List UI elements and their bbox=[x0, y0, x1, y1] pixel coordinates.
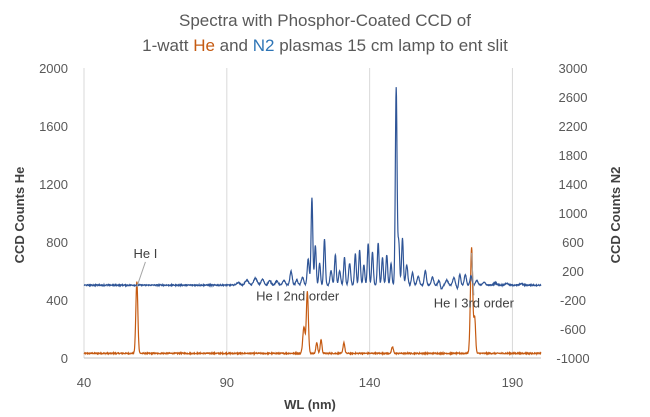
left-y-tick-label: 0 bbox=[61, 351, 68, 366]
left-y-tick-label: 400 bbox=[46, 293, 68, 308]
right-y-tick-label: 600 bbox=[562, 235, 584, 250]
annotation-leader-2 bbox=[471, 252, 475, 296]
x-tick-label: 40 bbox=[77, 375, 91, 390]
right-y-tick-label: 2200 bbox=[559, 119, 588, 134]
left-y-axis-ticks: 0 400 800 1200 1600 2000 bbox=[39, 61, 68, 366]
annotation-label-0: He I bbox=[133, 246, 157, 261]
right-y-tick-label: 2600 bbox=[559, 90, 588, 105]
x-axis-title: WL (nm) bbox=[284, 397, 336, 412]
x-axis-ticks: 40 90 140 190 bbox=[77, 375, 524, 390]
series-lines bbox=[83, 87, 542, 357]
right-y-axis-ticks: -1000 -600 -200 200 600 1000 1400 1800 2200 2600 3… bbox=[556, 61, 589, 366]
x-tick-label: 190 bbox=[502, 375, 524, 390]
chart-title-line1: Spectra with Phosphor-Coated CCD of bbox=[179, 11, 471, 30]
title-part-3: N2 bbox=[253, 36, 275, 55]
title-part-1: He bbox=[193, 36, 215, 55]
left-y-tick-label: 800 bbox=[46, 235, 68, 250]
title-part-0: 1-watt bbox=[142, 36, 193, 55]
x-tick-label: 140 bbox=[359, 375, 381, 390]
left-y-tick-label: 2000 bbox=[39, 61, 68, 76]
chart-title-line2: 1-watt He and N2 plasmas 15 cm lamp to e… bbox=[142, 36, 508, 55]
annotation-label-2: He I 3rd order bbox=[434, 295, 515, 310]
left-y-tick-label: 1600 bbox=[39, 119, 68, 134]
right-y-tick-label: 3000 bbox=[559, 61, 588, 76]
annotation-leader-0 bbox=[136, 261, 146, 288]
annotations: He I He I 2nd order He I 3rd order bbox=[133, 246, 514, 310]
title-part-4: plasmas 15 cm lamp to ent slit bbox=[274, 36, 508, 55]
x-tick-label: 90 bbox=[220, 375, 234, 390]
right-y-tick-label: 1000 bbox=[559, 206, 588, 221]
series-line-n2 bbox=[83, 87, 542, 291]
right-y-tick-label: -600 bbox=[560, 322, 586, 337]
right-y-tick-label: -200 bbox=[560, 293, 586, 308]
right-y-tick-label: 1800 bbox=[559, 148, 588, 163]
left-y-axis-title: CCD Counts He bbox=[12, 167, 27, 264]
right-y-tick-label: 200 bbox=[562, 264, 584, 279]
annotation-label-1: He I 2nd order bbox=[256, 289, 340, 304]
grid-lines bbox=[83, 68, 513, 358]
right-y-axis-title: CCD Counts N2 bbox=[608, 167, 623, 264]
left-y-tick-label: 1200 bbox=[39, 177, 68, 192]
series-line-he bbox=[83, 247, 542, 357]
title-part-2: and bbox=[215, 36, 253, 55]
right-y-tick-label: 1400 bbox=[559, 177, 588, 192]
right-y-tick-label: -1000 bbox=[556, 351, 589, 366]
